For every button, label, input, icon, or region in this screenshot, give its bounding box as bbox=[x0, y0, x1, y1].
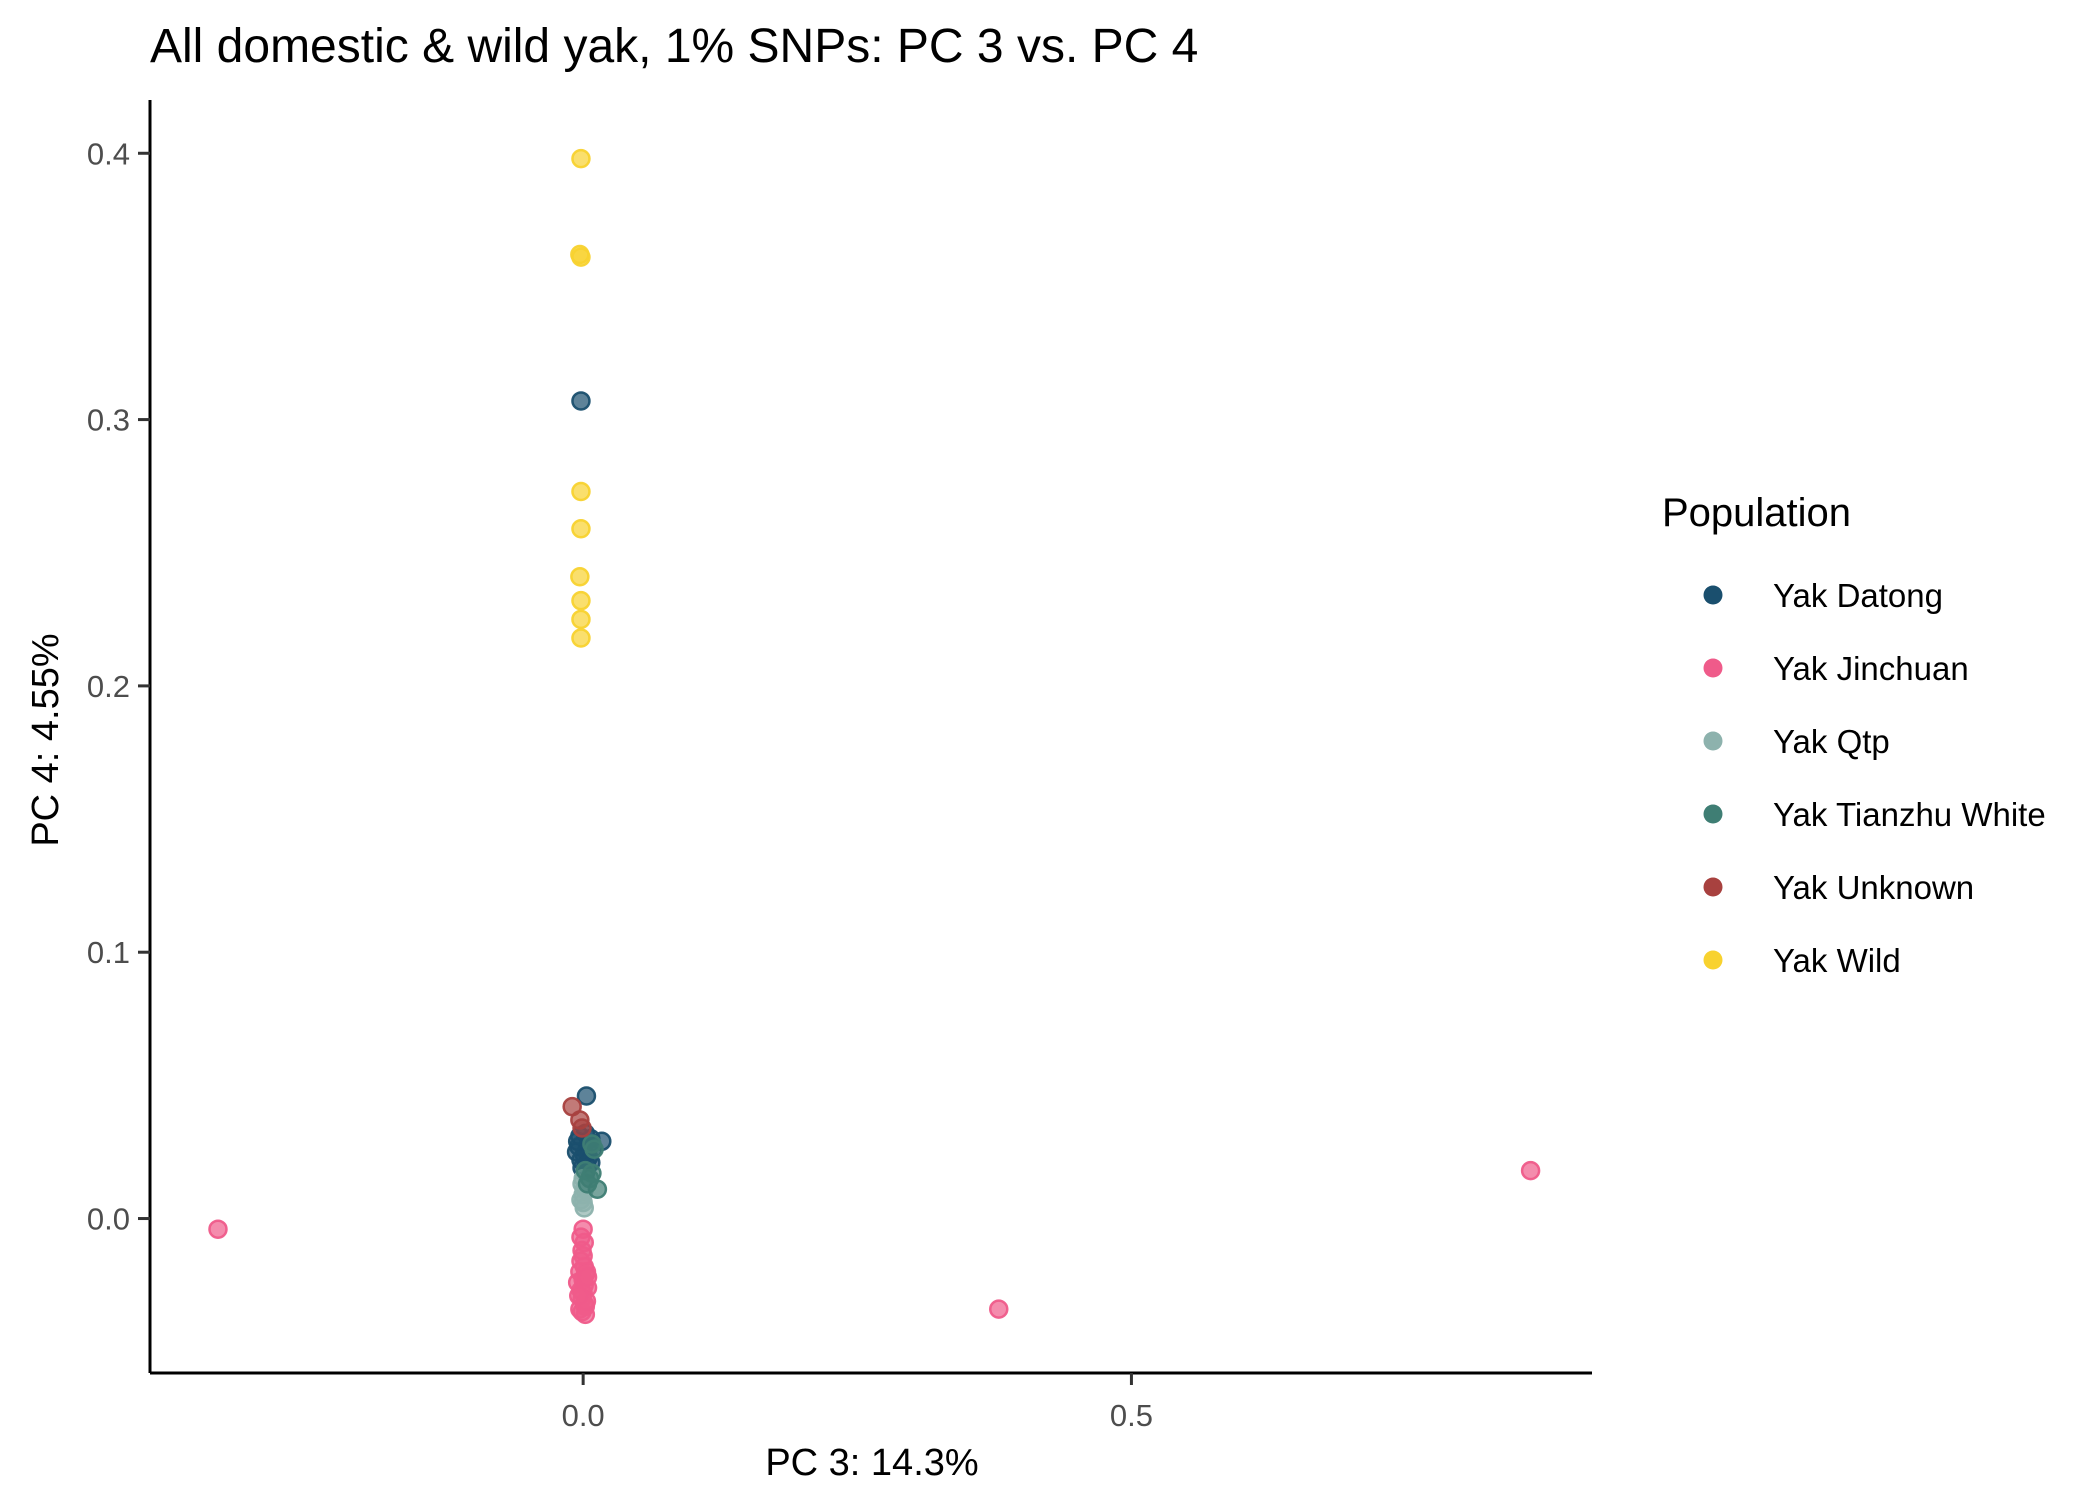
y-tick-label: 0.0 bbox=[87, 1202, 130, 1237]
point-yak-jinchuan bbox=[1520, 1160, 1541, 1181]
legend-label-yak-jinchuan: Yak Jinchuan bbox=[1773, 650, 1969, 687]
legend-key-yak-wild bbox=[1703, 950, 1723, 970]
point-yak-wild bbox=[571, 519, 591, 539]
y-tick-label: 0.4 bbox=[87, 136, 130, 171]
legend-title: Population bbox=[1662, 491, 1851, 535]
point-yak-wild bbox=[571, 481, 591, 502]
point-yak-jinchuan bbox=[577, 1267, 598, 1287]
legend-key-yak-qtp bbox=[1703, 731, 1723, 751]
legend-items: Yak Datong Yak Jinchuan Yak Qtp Yak Tianzhu… bbox=[1703, 577, 2046, 979]
point-yak-wild bbox=[571, 609, 591, 630]
point-yak-datong bbox=[576, 1086, 597, 1106]
point-yak-wild bbox=[571, 148, 591, 169]
x-tick-label: 0.5 bbox=[1110, 1398, 1153, 1433]
plot-area: 0.0 0.5 0.0 0.1 0.2 0.3 0.4 bbox=[87, 100, 1592, 1433]
legend: Population Yak Datong Yak Jinchuan Yak Qtp… bbox=[1662, 491, 2046, 979]
legend-label-yak-wild: Yak Wild bbox=[1773, 942, 1901, 979]
point-yak-datong bbox=[571, 391, 591, 411]
legend-key-yak-unknown bbox=[1703, 877, 1723, 897]
y-axis-title: PC 4: 4.55% bbox=[25, 633, 67, 846]
point-yak-wild bbox=[571, 590, 591, 611]
x-axis-title: PC 3: 14.3% bbox=[765, 1442, 978, 1484]
point-yak-wild bbox=[571, 628, 591, 648]
legend-key-yak-datong bbox=[1703, 585, 1723, 605]
y-tick-label: 0.1 bbox=[87, 935, 130, 970]
legend-label-yak-tianzhu-white: Yak Tianzhu White bbox=[1773, 796, 2046, 833]
y-axis-ticks: 0.0 0.1 0.2 0.3 0.4 bbox=[87, 136, 150, 1237]
data-points bbox=[208, 148, 1541, 1325]
chart-title: All domestic & wild yak, 1% SNPs: PC 3 v… bbox=[150, 20, 1198, 73]
point-yak-qtp bbox=[574, 1198, 594, 1218]
legend-key-yak-jinchuan bbox=[1703, 658, 1723, 678]
legend-label-yak-qtp: Yak Qtp bbox=[1773, 723, 1890, 760]
legend-label-yak-unknown: Yak Unknown bbox=[1773, 869, 1974, 906]
point-yak-tianzhu-white bbox=[582, 1163, 602, 1184]
x-tick-label: 0.0 bbox=[562, 1398, 605, 1433]
point-yak-tianzhu-white bbox=[584, 1139, 604, 1160]
x-axis-ticks: 0.0 0.5 bbox=[562, 1373, 1153, 1433]
point-yak-unknown bbox=[572, 1118, 592, 1138]
y-tick-label: 0.2 bbox=[87, 669, 130, 704]
point-yak-jinchuan bbox=[208, 1219, 228, 1239]
point-yak-wild bbox=[571, 247, 591, 267]
point-yak-jinchuan bbox=[989, 1299, 1009, 1319]
point-yak-jinchuan bbox=[569, 1286, 589, 1306]
legend-key-yak-tianzhu-white bbox=[1703, 804, 1723, 824]
legend-label-yak-datong: Yak Datong bbox=[1773, 577, 1943, 614]
y-tick-label: 0.3 bbox=[87, 403, 130, 438]
point-yak-wild bbox=[570, 566, 590, 587]
